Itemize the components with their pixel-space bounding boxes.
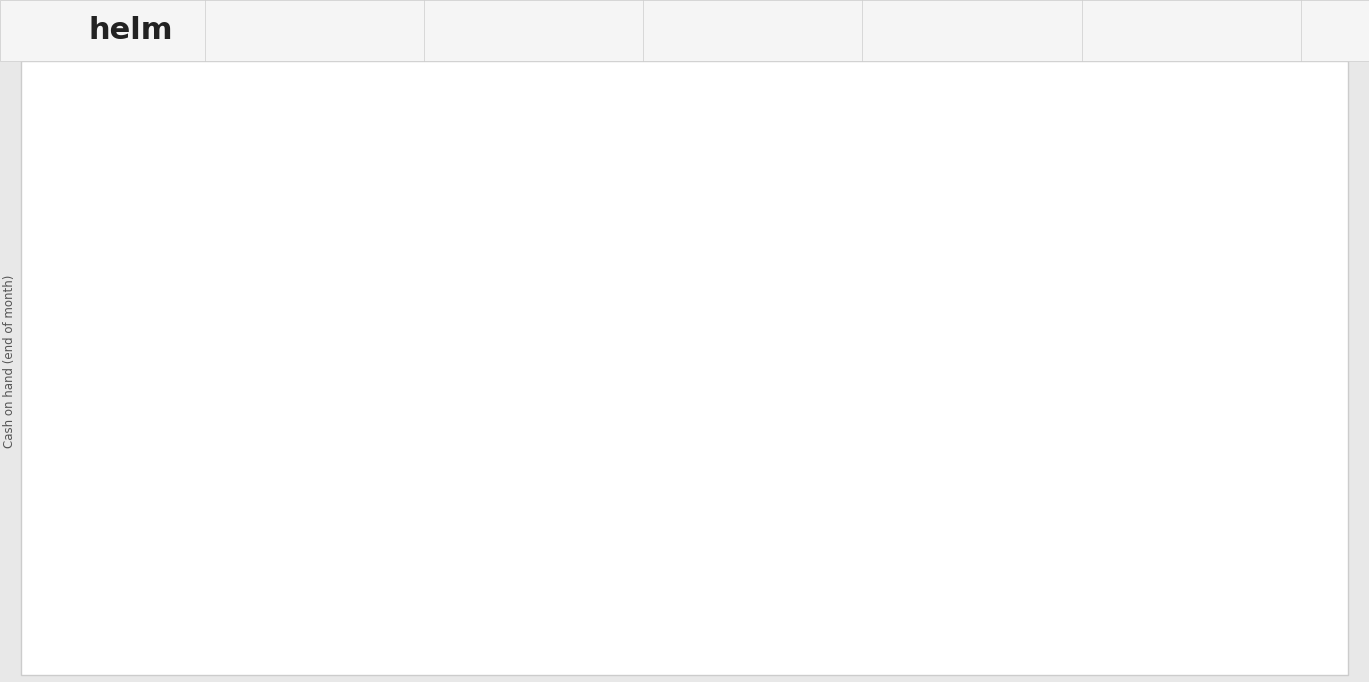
Text: helm: helm [89,16,174,45]
Bar [268,432,322,488]
Y-axis label: Cash on hand (end of month): Cash on hand (end of month) [3,275,16,448]
Bar [1233,218,1285,488]
Bar [1040,488,1092,494]
Text: $112,000.00: $112,000.00 [1125,329,1201,342]
Text: $214,000.00: $214,000.00 [1223,201,1296,213]
Bar [366,417,418,488]
Text: Cash on hand (end of month): Cash on hand (end of month) [116,56,381,74]
Text: -$5,000.00: -$5,000.00 [1035,499,1098,512]
Bar [943,488,997,578]
Text: $103,000.00: $103,000.00 [450,340,524,353]
Bar [172,416,225,488]
Bar [461,357,515,488]
Text: -$38,000.00: -$38,000.00 [838,540,909,553]
Bar [847,488,901,535]
Bar [1136,346,1190,488]
Text: -$72,000.00: -$72,000.00 [935,583,1006,596]
Polygon shape [16,10,68,53]
Text: $8,000.00: $8,000.00 [652,460,711,473]
Bar [654,477,708,488]
Text: $56,000.00: $56,000.00 [359,400,424,413]
Text: $44,000.00: $44,000.00 [261,415,329,428]
Bar [557,419,611,488]
Text: -$4,000.00: -$4,000.00 [745,497,809,510]
Legend: , : , [628,44,634,46]
Text: $54,000.00: $54,000.00 [550,402,617,415]
Bar [750,488,804,492]
Text: $57,000.00: $57,000.00 [166,398,231,411]
